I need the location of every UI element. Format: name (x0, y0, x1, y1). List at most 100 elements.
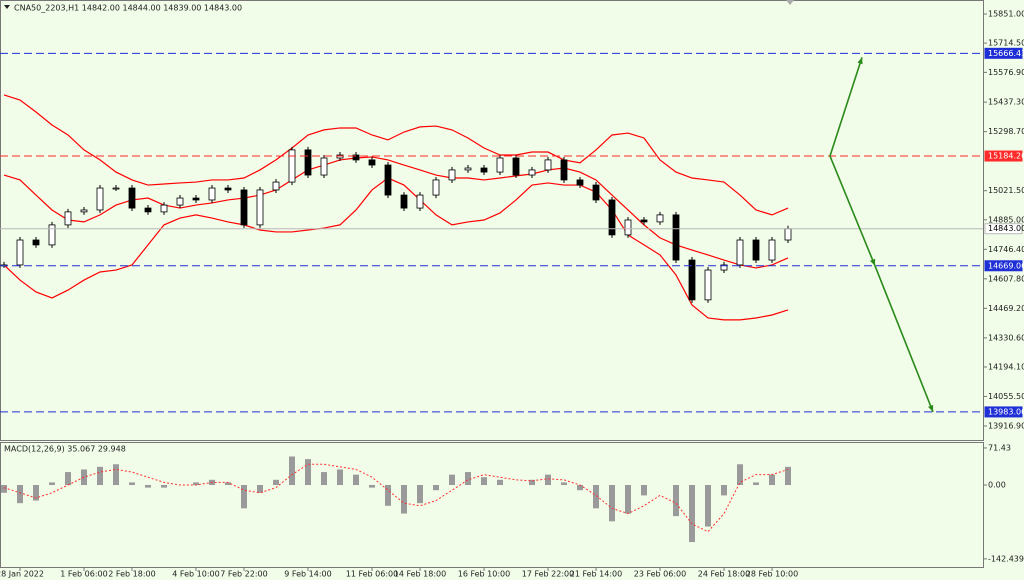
candle (640, 219, 648, 223)
y-tick-label: 14607.80 (988, 274, 1024, 283)
x-tick-label: 4 Feb 10:00 (172, 570, 219, 579)
candle (64, 211, 72, 226)
macd-bar (1, 485, 7, 493)
candle (528, 169, 536, 176)
macd-bar (401, 485, 407, 514)
price-level-box (984, 150, 1023, 162)
forecast-arrow (874, 265, 934, 413)
candle (592, 184, 600, 201)
x-tick-label: 1 Feb 06:00 (60, 570, 107, 579)
x-tick-label: 11 Feb 06:00 (346, 570, 398, 579)
macd-bar (497, 479, 503, 486)
candle (288, 149, 296, 183)
arrow-head (870, 258, 876, 266)
macd-bar (65, 472, 71, 486)
macd-pane-frame (0, 442, 984, 568)
candle (368, 159, 376, 166)
forecast-arrow (829, 57, 863, 157)
macd-title: MACD(12,26,9) 35.067 29.948 (4, 445, 126, 454)
macd-bar (561, 482, 567, 486)
macd-bar (785, 466, 791, 486)
y-tick-label: 14885.00 (988, 215, 1024, 224)
y-tick-label: 14469.20 (988, 304, 1024, 313)
x-tick-label: 23 Feb 06:00 (634, 570, 686, 579)
macd-bar (385, 485, 391, 506)
candle (736, 239, 744, 266)
macd-bar (353, 474, 359, 486)
menu-arrow[interactable] (4, 5, 10, 9)
macd-bar (81, 469, 87, 486)
macd-bar (705, 485, 711, 527)
candle (768, 239, 776, 261)
macd-bar (161, 485, 167, 488)
y-tick-label: 14746.40 (988, 245, 1024, 254)
candle (544, 159, 552, 171)
x-tick-label: 14 Feb 18:00 (394, 570, 446, 579)
candle (576, 179, 584, 186)
price-level-label: 14669.06 (988, 261, 1024, 270)
macd-bar (305, 459, 311, 486)
macd-bar (577, 485, 583, 491)
candle (672, 214, 680, 261)
y-tick-label: 15714.50 (988, 39, 1024, 48)
macd-bar (337, 469, 343, 486)
macd-bar (17, 485, 23, 504)
x-tick-label: 28 Jan 2022 (0, 570, 44, 579)
y-tick-label: 14055.50 (988, 392, 1024, 401)
candle (704, 269, 712, 301)
macd-bar (593, 485, 599, 509)
candle (16, 239, 24, 266)
forecast-arrow (829, 155, 876, 267)
candle (96, 187, 104, 211)
candle (304, 149, 312, 176)
price-level-box (984, 260, 1023, 272)
candle (80, 209, 88, 213)
candle (512, 157, 520, 176)
price-level-label: 15184.26 (988, 152, 1024, 161)
macd-bar (145, 485, 151, 488)
macd-bar (737, 464, 743, 486)
candle (752, 239, 760, 261)
macd-bar (433, 485, 439, 491)
x-tick-label: 21 Feb 14:00 (570, 570, 622, 579)
x-tick-label: 28 Feb 10:00 (746, 570, 798, 579)
macd-bar (465, 472, 471, 486)
y-tick-label: 0.00 (988, 481, 1006, 490)
macd-bar (449, 474, 455, 486)
price-level-box (984, 406, 1023, 418)
candle (256, 189, 264, 226)
macd-bar (625, 485, 631, 514)
candle (384, 164, 392, 196)
macd-bar (49, 482, 55, 486)
candle (192, 197, 200, 201)
x-tick-label: 24 Feb 18:00 (698, 570, 750, 579)
x-tick-label: 9 Feb 14:00 (284, 570, 331, 579)
macd-bar (689, 485, 695, 543)
arrow-head (857, 57, 863, 65)
bollinger-upper-band (3, 94, 789, 216)
chart-title: CNA50_2203,H1 14842.00 14844.00 14839.00… (14, 4, 242, 13)
y-tick-label: 15437.30 (988, 98, 1024, 107)
candle (112, 187, 120, 190)
macd-bar (129, 482, 135, 486)
macd-bar (33, 485, 39, 501)
scroll-marker (786, 0, 794, 5)
candle (416, 194, 424, 209)
candle (656, 214, 664, 223)
y-tick-label: 13916.90 (988, 422, 1024, 431)
candle (176, 197, 184, 206)
macd-bar (369, 485, 375, 488)
candle (720, 264, 728, 271)
macd-bar (609, 485, 615, 522)
macd-bar (721, 485, 727, 496)
macd-bar (545, 474, 551, 486)
price-level-box (984, 223, 1023, 235)
y-tick-label: 14194.10 (988, 362, 1024, 371)
price-level-label: 15666.41 (988, 49, 1024, 58)
candle (272, 181, 280, 191)
y-tick-label: 15576.90 (988, 68, 1024, 77)
arrow-head (928, 404, 934, 412)
macd-bar (641, 485, 647, 496)
